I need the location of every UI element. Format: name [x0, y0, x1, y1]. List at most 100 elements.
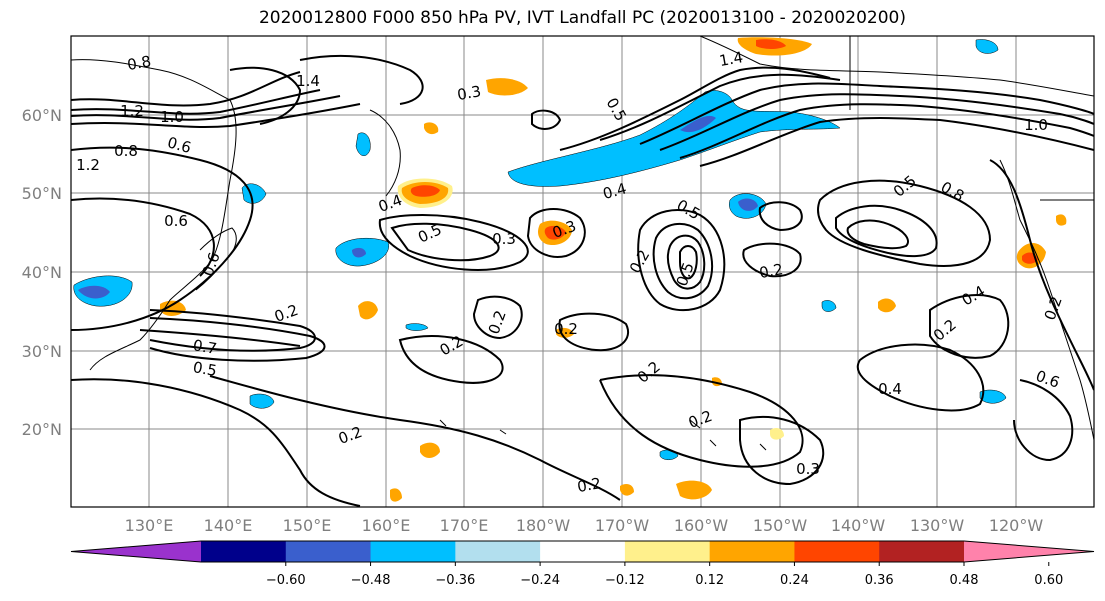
- contour-line: [666, 234, 706, 290]
- colorbar-tick-label: 0.60: [1034, 573, 1063, 588]
- positive-anomaly-blob: [358, 301, 378, 320]
- colorbar-tick-label: −0.24: [520, 573, 560, 588]
- contour-line: [989, 159, 1094, 391]
- contour-label: 0.6: [164, 212, 188, 230]
- negative-anomaly-blob: [405, 323, 429, 331]
- negative-anomaly-blob: [352, 247, 366, 258]
- positive-anomaly-blob: [424, 122, 439, 135]
- contour-line: [71, 197, 215, 277]
- colorbar-segment: [455, 541, 541, 562]
- contour-label: 0.4: [601, 179, 629, 203]
- contour-label: 0.3: [456, 82, 483, 104]
- contour-line: [71, 103, 361, 128]
- negative-anomaly-streak: [507, 90, 841, 187]
- contour-line: [742, 242, 802, 278]
- longitude-tick-label: 170°W: [595, 516, 650, 535]
- contour-label: 0.8: [126, 52, 153, 74]
- contour-line: [599, 374, 804, 468]
- contour-label: 0.3: [492, 230, 516, 248]
- contour-label: 0.3: [796, 460, 820, 478]
- positive-anomaly-blob: [770, 428, 784, 440]
- latitude-labels: 60°N 50°N 40°N 30°N 20°N: [22, 106, 62, 439]
- colorbar-ticks: −0.60 −0.48 −0.36 −0.24 −0.12 0.12 0.24 0.36 0.4…: [266, 562, 1063, 588]
- contour-line: [71, 95, 341, 121]
- contour-line: [639, 82, 1094, 145]
- shading-layer: [73, 37, 1067, 502]
- contour-label: 0.4: [878, 380, 902, 398]
- colorbar-outline: [70, 540, 1095, 563]
- contour-line: [209, 375, 621, 501]
- contour-line: [229, 66, 302, 125]
- colorbar-tick-label: −0.36: [435, 573, 475, 588]
- contour-label: 1.0: [160, 108, 184, 126]
- contour-label: 1.2: [76, 156, 100, 174]
- latitude-tick-label: 60°N: [22, 106, 62, 125]
- negative-anomaly-blob: [979, 389, 1007, 404]
- contour-label: 0.2: [576, 474, 603, 496]
- pv-contours: [71, 54, 1094, 507]
- map-frame: [70, 35, 1095, 508]
- graticule: [71, 36, 1094, 507]
- negative-anomaly-blob: [249, 393, 275, 409]
- colorbar-tick-label: −0.48: [351, 573, 391, 588]
- map-layers: 0.81.41.41.2 1.00.8 0.61.20.60.60.30.50.40…: [71, 36, 1094, 507]
- latitude-tick-label: 30°N: [22, 342, 62, 361]
- longitude-tick-label: 170°E: [440, 516, 489, 535]
- positive-anomaly-blob: [486, 78, 528, 96]
- positive-anomaly-blob: [756, 39, 786, 49]
- longitude-tick-label: 160°E: [362, 516, 411, 535]
- coastline-japan: [195, 227, 237, 291]
- longitude-labels: 130°E 140°E 150°E 160°E 170°E 180°W 170°W 160°W…: [125, 516, 1044, 535]
- contour-line: [652, 222, 714, 300]
- colorbar-segment: [624, 541, 711, 562]
- contour-line: [390, 222, 500, 262]
- contour-line: [558, 312, 629, 352]
- contour-line: [699, 117, 1094, 167]
- coastline-kamchatka: [369, 109, 401, 197]
- negative-anomaly-blob: [975, 39, 999, 54]
- latitude-tick-label: 50°N: [22, 184, 62, 203]
- coastline-alaska: [699, 36, 1094, 97]
- contour-line: [149, 317, 326, 362]
- contour-label: 0.6: [165, 133, 193, 157]
- colorbar-tick-label: 0.48: [950, 573, 979, 588]
- contour-line: [817, 179, 992, 267]
- colorbar-segment: [794, 541, 880, 562]
- colorbar-tick-label: 0.12: [695, 573, 724, 588]
- contour-label: 0.2: [758, 260, 785, 282]
- longitude-tick-label: 180°W: [516, 516, 571, 535]
- colorbar-segment: [201, 541, 287, 562]
- contour-line: [1013, 379, 1074, 462]
- colorbar-segment: [879, 541, 965, 562]
- contour-label: 0.5: [192, 358, 219, 380]
- positive-anomaly-blob: [878, 298, 896, 313]
- contour-label: 1.4: [296, 72, 320, 90]
- contour-line: [856, 343, 985, 412]
- longitude-tick-label: 140°W: [831, 516, 886, 535]
- contour-line: [531, 109, 562, 130]
- positive-anomaly-blob: [544, 225, 566, 240]
- coastline-north-america: [999, 159, 1094, 441]
- colorbar-tick-label: −0.60: [266, 573, 306, 588]
- contour-line: [398, 335, 504, 384]
- coastlines: [71, 36, 1094, 451]
- longitude-tick-label: 140°E: [204, 516, 253, 535]
- contour-line: [71, 378, 361, 507]
- contour-line: [378, 214, 529, 271]
- negative-anomaly-blob: [78, 285, 110, 299]
- colorbar-extend-max: [964, 541, 1094, 562]
- longitude-tick-label: 120°W: [989, 516, 1044, 535]
- contour-line: [659, 93, 1094, 151]
- colorbar-tick-label: 0.24: [780, 573, 809, 588]
- positive-anomaly-blob: [390, 488, 402, 502]
- contour-label: 0.2: [554, 320, 578, 338]
- contour-line: [679, 245, 698, 280]
- contour-line: [758, 201, 803, 232]
- contour-line: [637, 209, 726, 312]
- contour-line: [526, 208, 586, 258]
- contour-label: 1.2: [120, 102, 144, 120]
- contour-label: 0.8: [114, 142, 138, 160]
- contour-line: [71, 146, 254, 331]
- negative-anomaly-blob: [821, 300, 837, 312]
